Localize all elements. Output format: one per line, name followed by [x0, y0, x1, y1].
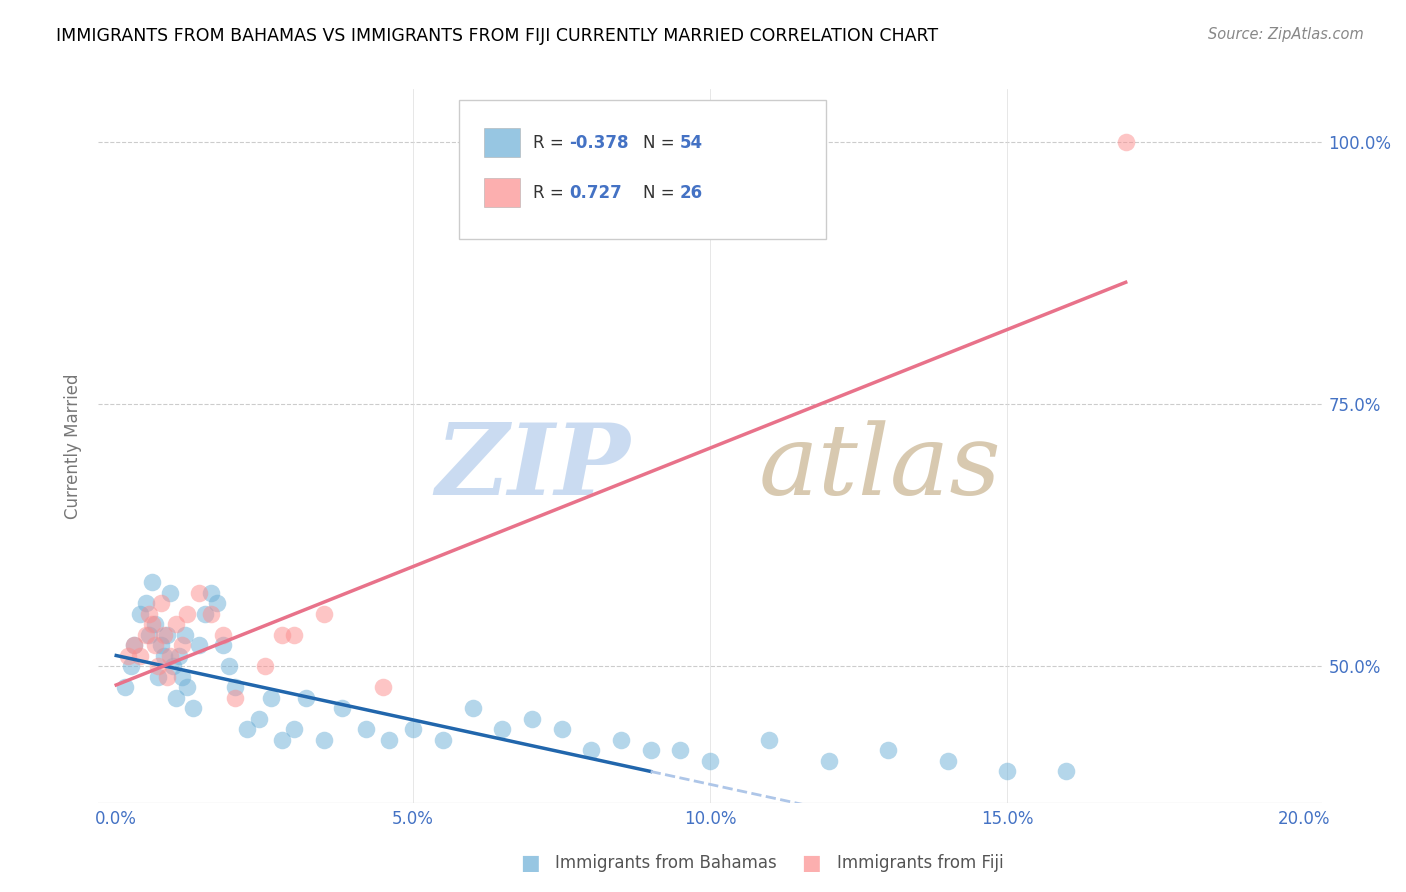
Text: 26: 26	[679, 185, 703, 202]
Point	[520, 712, 543, 726]
Point	[200, 586, 222, 600]
Point	[212, 639, 235, 653]
Point	[200, 607, 222, 621]
Text: R =: R =	[533, 185, 574, 202]
Text: Immigrants from Bahamas: Immigrants from Bahamas	[555, 855, 778, 872]
Point	[143, 639, 166, 653]
Point	[373, 681, 395, 695]
Point	[149, 596, 172, 610]
Point	[669, 743, 692, 757]
Point	[143, 617, 166, 632]
Point	[188, 639, 211, 653]
Point	[188, 586, 211, 600]
Point	[159, 648, 181, 663]
Text: ■: ■	[801, 854, 821, 873]
Point	[259, 690, 281, 705]
Point	[640, 743, 662, 757]
Point	[461, 701, 484, 715]
Point	[283, 723, 305, 737]
Point	[212, 628, 235, 642]
Point	[162, 659, 184, 673]
Point	[378, 732, 401, 747]
Text: ■: ■	[520, 854, 540, 873]
Point	[995, 764, 1018, 779]
Point	[330, 701, 353, 715]
Text: N =: N =	[643, 185, 679, 202]
Text: ZIP: ZIP	[436, 419, 630, 516]
Text: N =: N =	[643, 135, 679, 153]
Point	[224, 690, 246, 705]
Text: IMMIGRANTS FROM BAHAMAS VS IMMIGRANTS FROM FIJI CURRENTLY MARRIED CORRELATION CH: IMMIGRANTS FROM BAHAMAS VS IMMIGRANTS FR…	[56, 27, 938, 45]
Y-axis label: Currently Married: Currently Married	[65, 373, 83, 519]
Point	[581, 743, 603, 757]
Point	[271, 732, 294, 747]
Point	[129, 648, 152, 663]
Point	[146, 659, 169, 673]
Point	[312, 607, 335, 621]
Point	[170, 670, 193, 684]
Point	[122, 639, 145, 653]
Point	[312, 732, 335, 747]
Text: 0.727: 0.727	[569, 185, 621, 202]
Point	[283, 628, 305, 642]
Text: Immigrants from Fiji: Immigrants from Fiji	[837, 855, 1004, 872]
Point	[138, 607, 160, 621]
Point	[550, 723, 572, 737]
Point	[159, 586, 181, 600]
Point	[122, 639, 145, 653]
Point	[114, 681, 136, 695]
Text: atlas: atlas	[759, 420, 1001, 515]
Point	[149, 639, 172, 653]
Point	[176, 607, 198, 621]
Point	[1115, 135, 1137, 149]
Point	[236, 723, 259, 737]
Point	[167, 648, 190, 663]
Point	[135, 596, 157, 610]
Point	[152, 628, 174, 642]
Point	[224, 681, 246, 695]
Point	[205, 596, 228, 610]
FancyBboxPatch shape	[460, 100, 827, 239]
Point	[271, 628, 294, 642]
Text: -0.378: -0.378	[569, 135, 628, 153]
Point	[152, 648, 174, 663]
Point	[138, 628, 160, 642]
Text: R =: R =	[533, 135, 568, 153]
Point	[176, 681, 198, 695]
Point	[194, 607, 217, 621]
Point	[402, 723, 425, 737]
Point	[218, 659, 240, 673]
Point	[354, 723, 377, 737]
Point	[491, 723, 513, 737]
Point	[141, 575, 163, 590]
Point	[141, 617, 163, 632]
Text: Source: ZipAtlas.com: Source: ZipAtlas.com	[1208, 27, 1364, 42]
Point	[936, 754, 959, 768]
Point	[156, 628, 179, 642]
FancyBboxPatch shape	[484, 178, 520, 207]
Point	[295, 690, 318, 705]
Point	[817, 754, 839, 768]
Point	[610, 732, 633, 747]
Point	[1054, 764, 1077, 779]
Point	[183, 701, 205, 715]
Point	[170, 639, 193, 653]
FancyBboxPatch shape	[484, 128, 520, 157]
Point	[129, 607, 152, 621]
Point	[156, 670, 179, 684]
Point	[247, 712, 270, 726]
Point	[758, 732, 780, 747]
Point	[165, 690, 187, 705]
Point	[173, 628, 195, 642]
Point	[135, 628, 157, 642]
Point	[877, 743, 900, 757]
Point	[432, 732, 454, 747]
Point	[117, 648, 139, 663]
Point	[165, 617, 187, 632]
Point	[120, 659, 142, 673]
Text: 54: 54	[679, 135, 703, 153]
Point	[146, 670, 169, 684]
Point	[699, 754, 721, 768]
Point	[253, 659, 276, 673]
